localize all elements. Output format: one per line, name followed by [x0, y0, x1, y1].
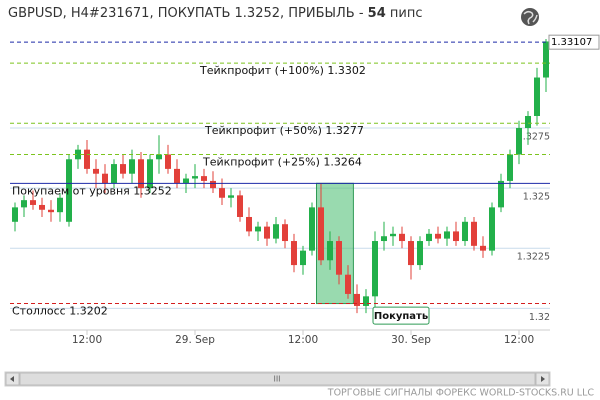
- scroll-right-arrow: [541, 376, 545, 382]
- candle-body: [417, 241, 423, 266]
- candle-body: [246, 216, 252, 232]
- level-label: Тейкпрофит (+25%) 1.3264: [202, 155, 362, 168]
- candle-body: [264, 226, 270, 239]
- candle-body: [48, 209, 54, 213]
- candle-body: [102, 173, 108, 184]
- candle-body: [408, 241, 414, 266]
- candle-body: [444, 231, 450, 239]
- y-tick-label: 1.325: [523, 192, 550, 203]
- candle-body: [192, 176, 198, 179]
- signal-box: [372, 306, 430, 325]
- candle-body: [534, 77, 540, 116]
- candle-body: [120, 164, 126, 174]
- candle-body: [435, 233, 441, 239]
- candle-body: [174, 168, 180, 184]
- title-text: GBPUSD, H4#231671, ПОКУПАТЬ 1.3252, ПРИБ…: [8, 6, 364, 21]
- x-tick-label: 30. Sep: [391, 334, 431, 346]
- level-label: Тейкпрофит (+100%) 1.3302: [199, 64, 366, 77]
- globe-icon[interactable]: [521, 8, 539, 26]
- candle-body: [255, 226, 261, 232]
- candle-body: [273, 224, 279, 239]
- candle-body: [471, 221, 477, 246]
- candle-body: [66, 159, 72, 222]
- signal-label: Покупать: [374, 311, 428, 322]
- candle-body: [39, 204, 45, 210]
- candle-body: [138, 159, 144, 189]
- candle-body: [111, 164, 117, 184]
- candle-body: [147, 159, 153, 189]
- x-tick-label: 12:00: [504, 334, 534, 346]
- candle-body: [480, 245, 486, 251]
- candle-body: [525, 115, 531, 129]
- candle-body: [462, 221, 468, 242]
- candle-body: [327, 241, 333, 261]
- candle-body: [498, 180, 504, 208]
- candle-body: [309, 207, 315, 251]
- candle-body: [93, 168, 99, 174]
- candle-body: [516, 128, 522, 155]
- candle-body: [453, 231, 459, 242]
- candle-body: [30, 200, 36, 205]
- candle-body: [129, 159, 135, 174]
- level-label: Столлосс 1.3202: [12, 305, 108, 318]
- candle-body: [372, 241, 378, 297]
- plot: 1.32 1.3225 1.325 1.3275 12:00 29. Sep 12:00 30…: [10, 39, 550, 346]
- candle-body: [381, 236, 387, 242]
- x-tick-label: 12:00: [288, 334, 318, 346]
- candle-body: [543, 41, 549, 78]
- candle-body: [12, 207, 18, 222]
- globe-detail: [523, 10, 538, 25]
- x-tick-label: 12:00: [72, 334, 102, 346]
- candle-body: [228, 195, 234, 198]
- scroll-left-arrow: [10, 376, 14, 382]
- y-tick-label: 1.32: [529, 312, 550, 323]
- candle-body: [300, 250, 306, 266]
- level-label: Покупаем от уровня 1.3252: [12, 184, 172, 197]
- footer: ТОРГОВЫЕ СИГНАЛЫ ФОРЕКС WORLD-STOCKS.RU …: [327, 388, 595, 399]
- candle-body: [354, 293, 360, 306]
- candle-body: [84, 149, 90, 169]
- candle-body: [183, 178, 189, 184]
- candle-body: [489, 207, 495, 251]
- candle-body: [507, 154, 513, 181]
- candle-body: [426, 233, 432, 242]
- x-tick-label: 29. Sep: [175, 334, 215, 346]
- candle-body: [336, 241, 342, 275]
- scroll-grip: III: [273, 375, 280, 384]
- candle-body: [282, 224, 288, 242]
- candle-body: [75, 149, 81, 160]
- y-tick-label: 1.3225: [517, 252, 550, 263]
- candle-body: [156, 154, 162, 160]
- last-price-label: 1.33107: [551, 37, 592, 48]
- level-label: Тейкпрофит (+50%) 1.3277: [204, 124, 364, 137]
- candle-body: [201, 176, 207, 181]
- candle-body: [291, 241, 297, 266]
- chart-title: GBPUSD, H4#231671, ПОКУПАТЬ 1.3252, ПРИБ…: [8, 6, 423, 21]
- last-price-box: [548, 34, 600, 50]
- candle-body: [399, 233, 405, 242]
- title-value: 54: [368, 6, 386, 21]
- candle-body: [345, 274, 351, 294]
- candle-body: [57, 197, 63, 213]
- candle-body: [390, 233, 396, 237]
- title-unit: пипс: [390, 6, 423, 21]
- candle-body: [165, 154, 171, 169]
- scroll-thumb[interactable]: [19, 372, 536, 386]
- candle-body: [219, 188, 225, 198]
- candle-body: [21, 200, 27, 208]
- candle-body: [237, 195, 243, 217]
- candle-body: [210, 180, 216, 189]
- candle-body: [318, 207, 324, 261]
- candle-body: [363, 296, 369, 306]
- y-tick-label: 1.3275: [517, 132, 550, 143]
